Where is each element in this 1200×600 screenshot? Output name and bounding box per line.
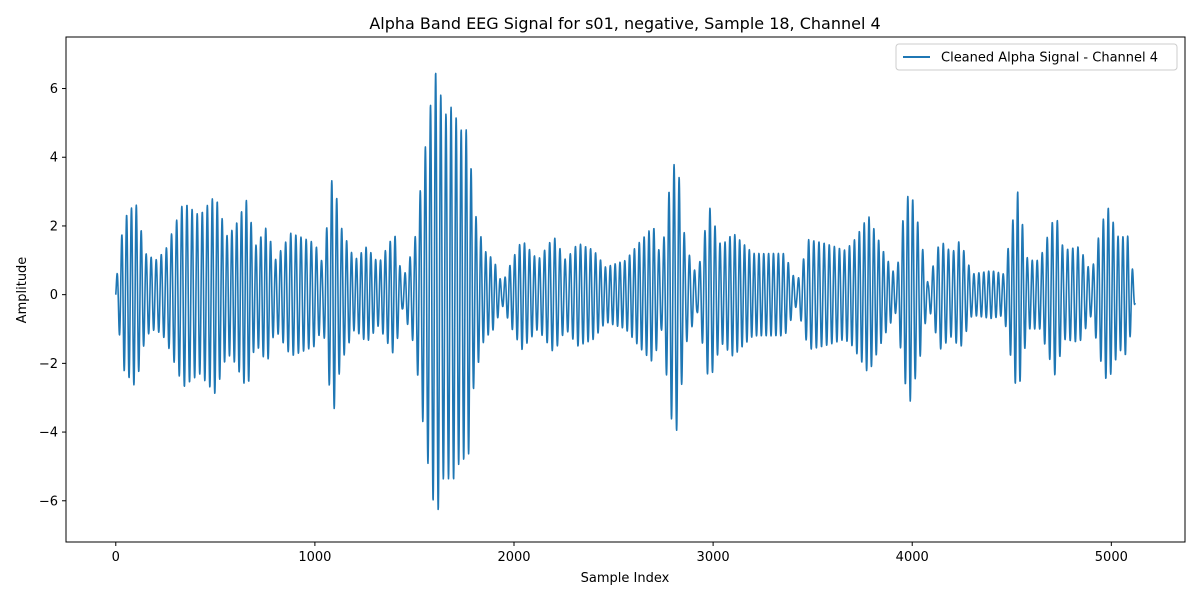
y-tick-label: −2 bbox=[39, 357, 58, 372]
series-line bbox=[114, 72, 1136, 511]
x-axis-label: Sample Index bbox=[581, 571, 670, 586]
y-tick-label: 6 bbox=[50, 82, 58, 97]
axes-frame bbox=[65, 36, 1186, 543]
x-tick-label: 1000 bbox=[298, 550, 331, 565]
y-tick-label: 2 bbox=[50, 219, 58, 234]
x-tick-label: 0 bbox=[112, 550, 120, 565]
x-tick-label: 3000 bbox=[697, 550, 730, 565]
y-tick-label: −4 bbox=[39, 426, 58, 441]
x-tick-label: 5000 bbox=[1095, 550, 1128, 565]
plot-area bbox=[65, 36, 1186, 543]
x-tick-label: 2000 bbox=[497, 550, 530, 565]
legend-label: Cleaned Alpha Signal - Channel 4 bbox=[941, 51, 1158, 66]
y-axis-label: Amplitude bbox=[15, 257, 30, 324]
x-tick-label: 4000 bbox=[896, 550, 929, 565]
y-tick-label: −6 bbox=[39, 494, 58, 509]
ticks: 0 1000 2000 3000 4000 5000 −6 −4 −2 0 2 4 6 bbox=[39, 82, 1128, 565]
y-tick-label: 4 bbox=[50, 151, 58, 166]
chart-title: Alpha Band EEG Signal for s01, negative,… bbox=[369, 14, 880, 33]
legend: Cleaned Alpha Signal - Channel 4 bbox=[895, 43, 1178, 71]
y-tick-label: 0 bbox=[50, 288, 58, 303]
legend-box bbox=[895, 43, 1178, 71]
